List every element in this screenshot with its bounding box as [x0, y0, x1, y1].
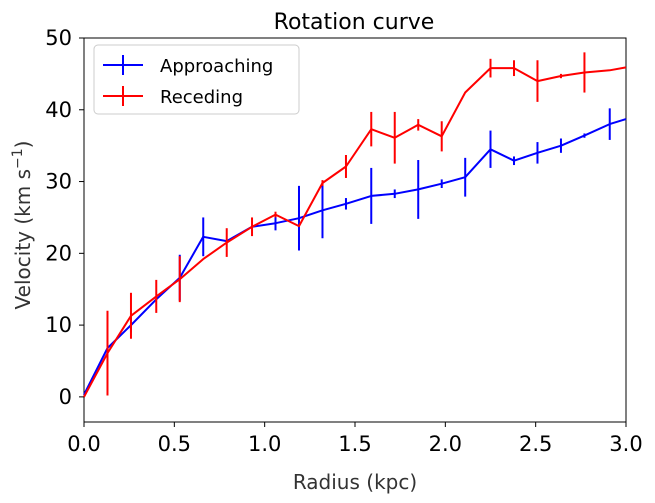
x-tick-label: 0.0: [67, 432, 100, 456]
receding-series-line: [83, 66, 627, 398]
y-tick-label: 0: [59, 385, 72, 409]
x-tick-label: 1.5: [338, 432, 371, 456]
plot-area: 0.0 0.5 1.0 1.5 2.0 2.5 3.0 0 10 20 30 40 50: [45, 26, 642, 456]
x-tick-label: 1.0: [248, 432, 281, 456]
y-tick-label: 20: [45, 241, 72, 265]
y-axis-label: Velocity (km s−1): [10, 141, 35, 310]
x-axis-label: Radius (kpc): [293, 470, 417, 494]
series-layer: [83, 52, 627, 398]
y-tick-label: 50: [45, 26, 72, 50]
y-axis-label-suffix: ): [11, 141, 35, 149]
x-tick-label: 2.5: [519, 432, 552, 456]
approaching-series-line: [83, 118, 627, 396]
x-tick-label: 2.0: [429, 432, 462, 456]
approaching-legend-label: Approaching: [160, 56, 273, 77]
x-tick-label: 0.5: [158, 432, 191, 456]
y-tick-label: 40: [45, 98, 72, 122]
chart-title: Rotation curve: [274, 10, 435, 35]
x-tick-label: 3.0: [609, 432, 642, 456]
y-axis-label-prefix: Velocity (km s: [11, 169, 35, 309]
receding-legend-label: Receding: [160, 87, 243, 108]
y-tick-label: 10: [45, 313, 72, 337]
y-axis-label-exponent: −1: [10, 148, 26, 169]
legend-box: [93, 44, 300, 115]
x-axis: 0.0 0.5 1.0 1.5 2.0 2.5 3.0: [67, 422, 643, 456]
y-tick-label: 30: [45, 170, 72, 194]
y-axis: 0 10 20 30 40 50: [45, 26, 84, 409]
legend: Approaching Receding: [93, 44, 300, 115]
